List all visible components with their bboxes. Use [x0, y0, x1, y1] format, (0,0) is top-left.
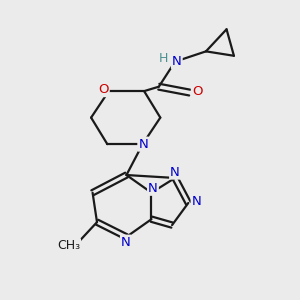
Text: O: O	[98, 83, 109, 96]
Text: O: O	[192, 85, 202, 98]
Text: N: N	[138, 138, 148, 151]
Text: N: N	[148, 182, 158, 195]
Text: N: N	[121, 236, 131, 249]
Text: CH₃: CH₃	[57, 239, 80, 252]
Text: N: N	[170, 166, 180, 178]
Text: H: H	[159, 52, 169, 65]
Text: N: N	[192, 195, 201, 208]
Text: N: N	[172, 55, 182, 68]
